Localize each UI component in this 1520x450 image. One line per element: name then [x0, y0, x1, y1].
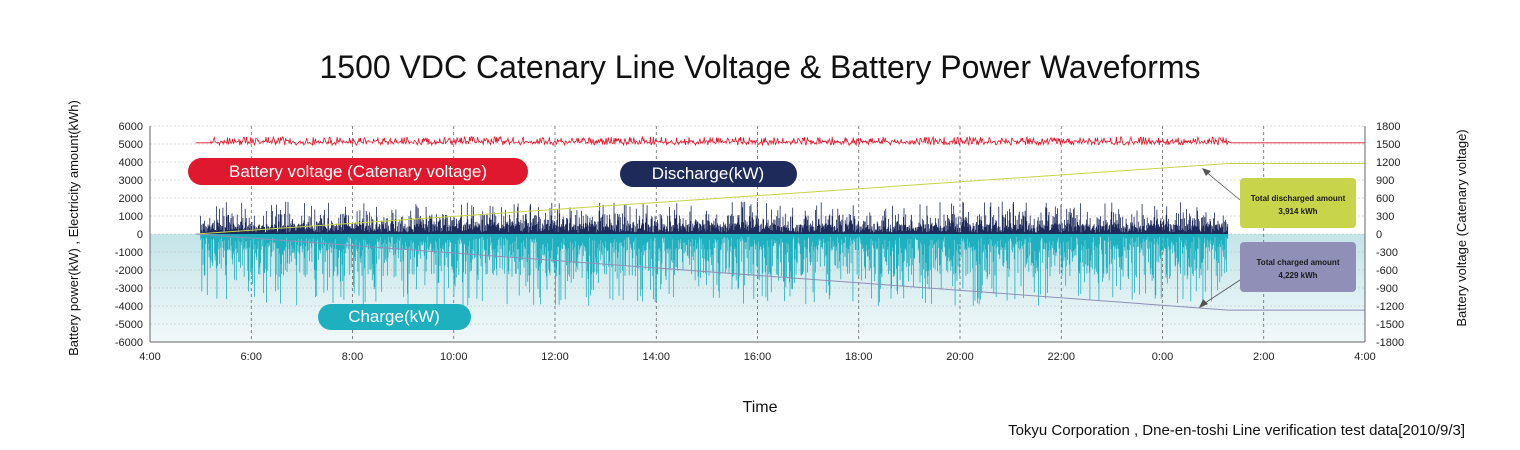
x-tick-label: 0:00	[1152, 351, 1173, 363]
callout-charged: Total charged amount 4,229 kWh	[1199, 242, 1356, 308]
x-tick-label: 22:00	[1047, 351, 1075, 363]
label-voltage: Battery voltage (Catenary voltage)	[188, 158, 528, 185]
series-discharged-amount	[195, 163, 1365, 235]
label-discharge-text: Discharge(kW)	[652, 164, 764, 183]
y-left-tick-label: -3000	[115, 283, 143, 295]
x-tick-label: 16:00	[744, 351, 772, 363]
y-right-ticks: 1800 1500 1200 900 600 300 0 -300 -600 -900 -1200 -…	[1376, 121, 1404, 349]
y-right-axis-title: Battery voltage (Catenary voltage)	[1454, 129, 1469, 326]
y-left-tick-label: 6000	[119, 121, 143, 133]
y-right-tick-label: 0	[1376, 229, 1382, 241]
x-tick-label: 14:00	[642, 351, 670, 363]
y-left-tick-label: 0	[137, 229, 143, 241]
callout-charged-line1: Total charged amount	[1257, 258, 1340, 267]
x-tick-label: 18:00	[845, 351, 873, 363]
y-left-tick-label: -2000	[115, 265, 143, 277]
y-left-tick-label: 4000	[119, 157, 143, 169]
y-right-tick-label: -900	[1376, 283, 1398, 295]
y-left-tick-label: -5000	[115, 319, 143, 331]
y-right-tick-label: 300	[1376, 211, 1394, 223]
callout-discharged-line2: 3,914 kWh	[1278, 207, 1317, 216]
y-left-tick-label: -4000	[115, 301, 143, 313]
callout-discharged-line1: Total discharged amount	[1251, 194, 1346, 203]
y-right-tick-label: 1800	[1376, 121, 1400, 133]
x-tick-label: 4:00	[1354, 351, 1375, 363]
callout-charged-leader	[1201, 279, 1241, 306]
source-note: Tokyu Corporation , Dne-en-toshi Line ve…	[1008, 422, 1465, 439]
callout-charged-line2: 4,229 kWh	[1278, 271, 1317, 280]
y-left-tick-label: 5000	[119, 139, 143, 151]
y-left-ticks: 6000 5000 4000 3000 2000 1000 0 -1000 -2000 -3000…	[115, 121, 143, 349]
y-right-tick-label: 1200	[1376, 157, 1400, 169]
callout-discharged-leader	[1204, 170, 1241, 201]
y-right-tick-label: -1200	[1376, 301, 1404, 313]
series-charged-amount	[195, 233, 1365, 311]
y-right-tick-label: 600	[1376, 193, 1394, 205]
x-tick-label: 6:00	[241, 351, 262, 363]
x-tick-label: 10:00	[440, 351, 468, 363]
callout-discharged: Total discharged amount 3,914 kWh	[1202, 168, 1356, 228]
y-left-tick-label: 1000	[119, 211, 143, 223]
y-left-tick-label: 2000	[119, 193, 143, 205]
y-left-tick-label: -6000	[115, 337, 143, 349]
x-tick-label: 8:00	[342, 351, 363, 363]
chart-title: 1500 VDC Catenary Line Voltage & Battery…	[319, 49, 1200, 85]
callout-discharged-arrow	[1202, 168, 1211, 176]
y-right-tick-label: -1800	[1376, 337, 1404, 349]
y-left-tick-label: -1000	[115, 247, 143, 259]
x-tick-label: 2:00	[1253, 351, 1274, 363]
label-charge: Charge(kW)	[318, 304, 471, 330]
x-tick-label: 4:00	[139, 351, 160, 363]
series-charge	[200, 234, 1229, 306]
y-right-tick-label: -1500	[1376, 319, 1404, 331]
x-tick-label: 12:00	[541, 351, 569, 363]
y-right-tick-label: 1500	[1376, 139, 1400, 151]
y-left-axis-title: Battery power(kW) , Electricity amount(k…	[66, 100, 81, 356]
series-discharge	[200, 201, 1229, 234]
y-right-tick-label: -600	[1376, 265, 1398, 277]
series-voltage	[195, 135, 1365, 147]
label-voltage-text: Battery voltage (Catenary voltage)	[229, 162, 487, 181]
y-right-tick-label: -300	[1376, 247, 1398, 259]
callout-charged-arrow	[1199, 299, 1208, 308]
y-right-tick-label: 900	[1376, 175, 1394, 187]
label-charge-text: Charge(kW)	[348, 307, 440, 326]
x-axis-title: Time	[743, 399, 778, 416]
label-discharge: Discharge(kW)	[620, 161, 797, 187]
x-ticks: 4:00 6:00 8:00 10:00 12:00 14:00 16:00 18:00 20:…	[139, 351, 1375, 363]
y-left-tick-label: 3000	[119, 175, 143, 187]
x-tick-label: 20:00	[946, 351, 974, 363]
